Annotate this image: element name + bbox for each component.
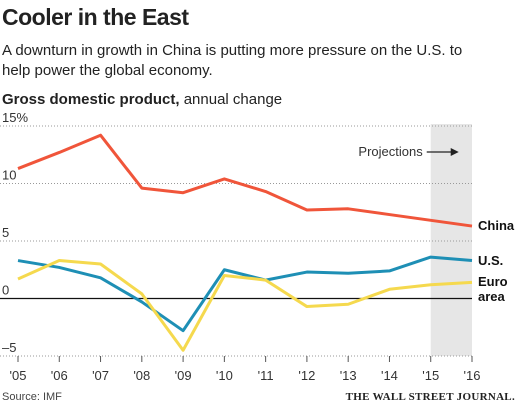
series-label: Euro area	[478, 274, 508, 305]
projection-shade	[430, 124, 472, 356]
y-axis-label-unit: annual change	[183, 91, 283, 108]
y-tick-label: 10	[2, 168, 16, 183]
source: Source: IMF	[2, 391, 62, 403]
x-tick-label: '08	[133, 368, 150, 383]
series-label: China	[478, 218, 515, 234]
x-tick-label: '05	[10, 368, 27, 383]
x-tick-label: '16	[464, 368, 481, 383]
y-tick-label: –5	[2, 340, 16, 355]
x-tick-label: '13	[340, 368, 357, 383]
series-label: U.S.	[478, 252, 504, 268]
series-line	[17, 259, 473, 352]
series-line	[17, 133, 473, 228]
x-tick-label: '11	[258, 368, 274, 383]
x-tick-label: '10	[216, 368, 233, 383]
x-tick-label: '09	[175, 368, 192, 383]
y-tick-label: 15%	[2, 110, 28, 125]
y-tick-label: 0	[2, 283, 9, 298]
publisher: THE WALL STREET JOURNAL.	[345, 391, 515, 403]
projection-arrowhead	[450, 148, 459, 156]
x-tick-label: '07	[92, 368, 109, 383]
series-line	[17, 255, 473, 333]
x-tick-label: '12	[298, 368, 315, 383]
projection-label: Projections	[358, 144, 423, 159]
chart-title: Cooler in the East	[2, 4, 189, 30]
x-tick-label: '14	[381, 368, 398, 383]
chart-subtitle: A downturn in growth in China is putting…	[2, 42, 463, 79]
y-axis-label-bold: Gross domestic product,	[2, 91, 180, 108]
x-tick-label: '06	[51, 368, 68, 383]
x-tick-label: '15	[422, 368, 439, 383]
y-axis-label: Gross domestic product, annual change	[2, 91, 282, 108]
y-tick-label: 5	[2, 225, 9, 240]
